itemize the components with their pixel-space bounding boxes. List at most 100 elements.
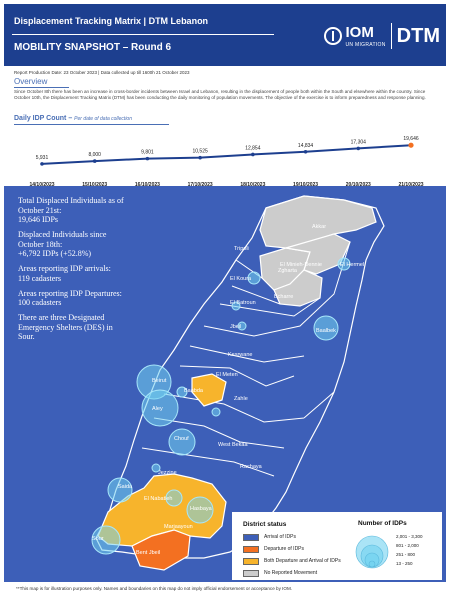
stat-label: Areas reporting IDP arrivals:	[18, 264, 111, 273]
x-tick-label: 14/10/2023	[29, 182, 54, 188]
iom-wordmark: IOM	[345, 24, 374, 41]
overview-text: Since October 8th there has been an incr…	[14, 89, 426, 100]
stat-label: Total Displaced Individuals as of Octobe…	[18, 196, 124, 215]
stat-departures: Areas reporting IDP Departures: 100 cada…	[18, 289, 128, 309]
stat-value: 119 cadasters	[18, 273, 62, 283]
overview-title: Overview	[14, 77, 48, 86]
district-bcharre	[273, 269, 323, 307]
label-kesrwane: Kesrwane	[228, 352, 252, 358]
stat-label: Areas reporting IDP Departures:	[18, 288, 122, 298]
data-point	[40, 162, 44, 166]
label-baalbek: Baalbek	[316, 328, 336, 334]
x-tick-label: 16/10/2023	[135, 182, 160, 188]
data-point	[92, 159, 97, 163]
stat-label: Displaced Individuals since October 18th…	[18, 230, 107, 249]
header-divider	[12, 34, 274, 35]
iom-dtm-logo: IOM UN MIGRATION DTM	[324, 16, 440, 56]
x-tick-label: 19/10/2023	[293, 182, 318, 188]
data-label: 10,525	[192, 149, 208, 155]
label-rachaya: Rachaya	[240, 464, 263, 470]
legend-title: District status	[243, 521, 287, 528]
legend-label: Arrival of IDPs	[264, 534, 296, 540]
iom-emblem-icon	[324, 27, 343, 45]
data-point	[145, 156, 150, 161]
idp-bubbles	[91, 257, 351, 555]
legend-label: Departure of IDPs	[264, 546, 305, 552]
chart-title: Daily IDP Count – Per date of data colle…	[14, 115, 132, 122]
data-label: 17,304	[351, 139, 367, 145]
chart-title-main: Daily IDP Count –	[14, 115, 73, 122]
label-saida: Saida	[118, 484, 133, 490]
stat-label: There are three Designated Emergency She…	[18, 313, 113, 341]
report-meta: Report Production Date: 23 October 2023 …	[14, 70, 190, 75]
size-label-2: 251 - 800	[396, 552, 416, 557]
iom-tagline: UN MIGRATION	[345, 42, 386, 48]
bubble-baalbek	[313, 315, 339, 341]
legend-item-departure: Departure of IDPs	[243, 545, 304, 553]
stat-shelters: There are three Designated Emergency She…	[18, 313, 128, 342]
data-point	[251, 152, 255, 157]
legend-item-both: Both Departure and Arrival of IDPs	[243, 557, 341, 565]
bubble-zahle	[211, 407, 221, 417]
size-label-3: 801 - 2,000	[396, 543, 419, 548]
stat-value: 100 cadasters	[18, 298, 62, 307]
x-tick-label: 15/10/2023	[82, 182, 107, 188]
district-borders	[141, 241, 351, 477]
label-nabatieh: El Nabatieh	[144, 496, 172, 502]
stat-since: Displaced Individuals since October 18th…	[18, 230, 128, 259]
legend-swatch	[243, 533, 259, 541]
label-sour: Sour	[92, 536, 104, 542]
x-tick-label: 20/10/2023	[346, 182, 371, 188]
bubble-chouf	[168, 428, 196, 456]
bubble-hasbaya	[186, 496, 214, 524]
stat-arrivals: Areas reporting IDP arrivals: 119 cadast…	[18, 264, 128, 284]
legend-swatch	[243, 569, 259, 577]
label-bcharre: Bcharre	[274, 294, 293, 300]
label-jbeil: Jbeil	[230, 324, 241, 330]
data-point	[303, 149, 308, 154]
label-meten: El Meten	[216, 372, 238, 378]
label-tripoli: Tripoli	[234, 246, 249, 252]
district-akkar	[259, 195, 377, 249]
legend-item-none: No Reported Movement	[243, 569, 317, 577]
chart-title-underline	[14, 124, 169, 125]
label-minieh: El Minieh-Dennie	[280, 262, 322, 268]
daily-idp-chart: 5,931 14/10/2023 8,000 15/10/2023 9,801 16/10…	[29, 136, 423, 188]
x-tick-label: 17/10/2023	[188, 182, 213, 188]
stat-value: 19,646 IDPs	[18, 215, 59, 224]
legend-swatch	[243, 545, 259, 553]
logo-divider	[390, 23, 392, 49]
stat-value: +6,792 IDPs (+52.8%)	[18, 249, 92, 258]
district-labels: Akkar Tripoli Zgharta El Minieh-Dennie E…	[92, 224, 364, 556]
label-bent-jbeil: Bent Jbeil	[136, 550, 160, 556]
bubble-baabda	[176, 386, 188, 398]
bubble-koura	[247, 271, 261, 285]
size-label-4: 2,001 - 3,300	[396, 534, 423, 539]
label-aley: Aley	[152, 406, 163, 412]
bubble-aley	[141, 389, 179, 427]
label-hermel: El Hermel	[340, 262, 364, 268]
stat-total: Total Displaced Individuals as of Octobe…	[18, 196, 128, 225]
district-baabda	[191, 373, 227, 407]
label-baabda: Baabda	[184, 388, 204, 394]
legend-item-arrival: Arrival of IDPs	[243, 533, 296, 541]
label-jezzine: Jezzine	[158, 470, 177, 476]
header-banner: Displacement Tracking Matrix | DTM Leban…	[4, 4, 446, 66]
label-zgharta: Zgharta	[278, 268, 298, 274]
size-circle-1	[368, 560, 376, 568]
data-label: 5,931	[36, 155, 49, 161]
label-beirut: Beirut	[152, 378, 167, 384]
data-label: 14,834	[298, 143, 314, 149]
data-point	[198, 155, 202, 160]
legend-swatch	[243, 557, 259, 565]
label-koura: El Koura	[230, 276, 252, 282]
label-west-bekaa: West Bekaa	[218, 442, 248, 448]
bubble-jbeil	[237, 321, 247, 331]
label-chouf: Chouf	[174, 436, 189, 442]
bubble-jezzine	[151, 463, 161, 473]
bubble-nabatieh	[165, 489, 183, 507]
dtm-wordmark: DTM	[396, 24, 440, 47]
district-south-both	[97, 473, 227, 547]
series-line	[41, 144, 412, 165]
